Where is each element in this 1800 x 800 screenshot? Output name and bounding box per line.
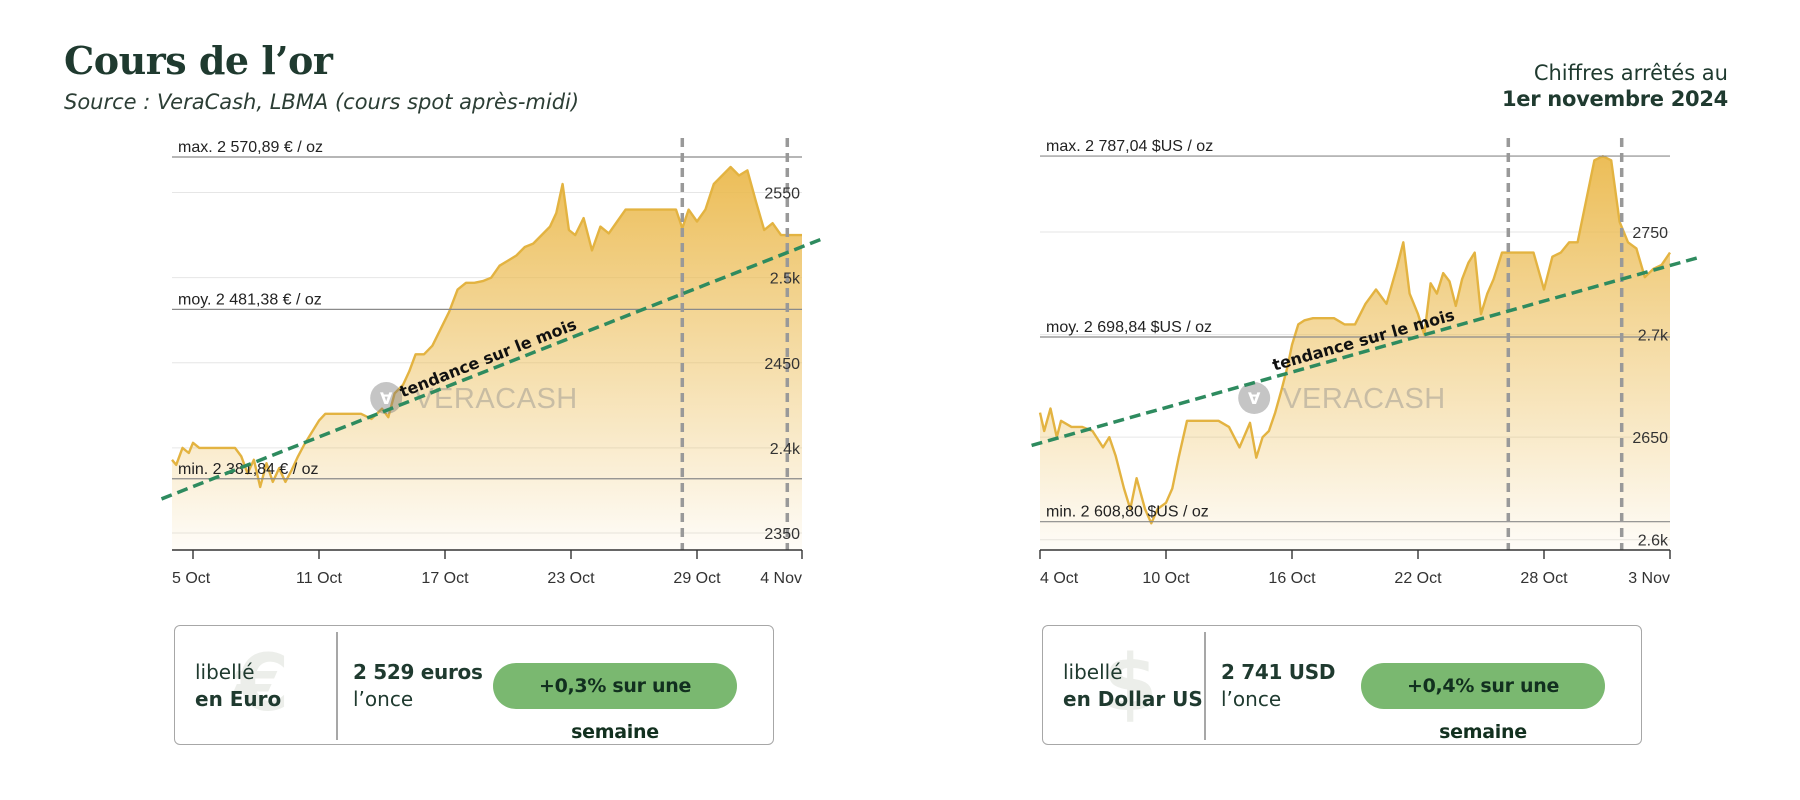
x-tick-label: 28 Oct bbox=[1520, 570, 1568, 587]
y-tick-label: 2.6k bbox=[1638, 533, 1669, 550]
euro-symbol-icon: € bbox=[235, 639, 290, 729]
date-block: Chiffres arrêtés au 1er novembre 2024 bbox=[1502, 60, 1728, 112]
weekly-change-badge: +0,4% sur une semaine bbox=[1361, 663, 1605, 743]
y-tick-label: 2.7k bbox=[1638, 328, 1669, 345]
veracash-logo-icon bbox=[370, 382, 403, 414]
veracash-watermark: ∀ VERACASH bbox=[1238, 382, 1446, 415]
x-tick-label: 23 Oct bbox=[547, 570, 595, 587]
y-tick-label: 2650 bbox=[1632, 430, 1668, 447]
reference-label: moy. 2 481,38 € / oz bbox=[178, 291, 322, 308]
dollar-symbol-icon: $ bbox=[1103, 639, 1158, 729]
y-tick-label: 2550 bbox=[764, 186, 800, 203]
watermark-text: VERACASH bbox=[414, 383, 578, 415]
card-label-line2: en Dollar US bbox=[1063, 687, 1203, 711]
x-tick-label: 4 Nov bbox=[760, 570, 802, 587]
price-area bbox=[1040, 156, 1670, 550]
y-tick-label: 2350 bbox=[764, 526, 800, 543]
card-label-line1: libellé bbox=[195, 660, 255, 684]
x-tick-label: 17 Oct bbox=[421, 570, 469, 587]
price-area bbox=[172, 167, 802, 550]
card-price-block: 2 741 USD l’once bbox=[1221, 659, 1335, 713]
card-price-block: 2 529 euros l’once bbox=[353, 659, 483, 713]
x-tick-label: 11 Oct bbox=[296, 570, 343, 587]
x-tick-label: 3 Nov bbox=[1628, 570, 1670, 587]
card-label: libellé en Euro bbox=[195, 659, 281, 713]
eur-chart: max. 2 570,89 € / oz moy. 2 481,38 € / oz… bbox=[160, 138, 824, 587]
x-tick-label: 16 Oct bbox=[1268, 570, 1316, 587]
reference-label: min. 2 608,80 $US / oz bbox=[1046, 504, 1209, 521]
x-tick-label: 4 Oct bbox=[1040, 570, 1079, 587]
weekly-change-badge: +0,3% sur une semaine bbox=[493, 663, 737, 743]
card-label: libellé en Dollar US bbox=[1063, 659, 1203, 713]
svg-text:∀: ∀ bbox=[1248, 389, 1261, 408]
date-value: 1er novembre 2024 bbox=[1501, 87, 1728, 111]
reference-label: max. 2 570,89 € / oz bbox=[178, 139, 323, 156]
card-unit: l’once bbox=[1221, 687, 1282, 711]
page-title: Cours de l’or bbox=[64, 38, 333, 83]
date-prefix: Chiffres arrêtés au bbox=[1533, 61, 1728, 85]
y-tick-label: 2.5k bbox=[770, 271, 801, 288]
trend-line bbox=[1031, 254, 1702, 448]
reference-label: moy. 2 698,84 $US / oz bbox=[1046, 319, 1212, 336]
card-price: 2 529 euros bbox=[353, 660, 483, 684]
card-divider bbox=[336, 632, 338, 740]
page-subtitle: Source : VeraCash, LBMA (cours spot aprè… bbox=[64, 90, 580, 114]
usd-chart: max. 2 787,04 $US / oz moy. 2 698,84 $US … bbox=[1031, 138, 1702, 587]
card-label-line2: en Euro bbox=[195, 687, 282, 711]
y-tick-label: 2450 bbox=[764, 356, 800, 373]
card-price: 2 741 USD bbox=[1221, 660, 1336, 684]
eur-summary-card: € libellé en Euro 2 529 euros l’once +0,… bbox=[174, 625, 774, 745]
svg-text:∀: ∀ bbox=[380, 389, 393, 408]
x-tick-label: 22 Oct bbox=[1394, 570, 1442, 587]
usd-summary-card: $ libellé en Dollar US 2 741 USD l’once … bbox=[1042, 625, 1642, 745]
x-tick-label: 10 Oct bbox=[1142, 570, 1190, 587]
card-divider bbox=[1204, 632, 1206, 740]
reference-label: min. 2 381,84 € / oz bbox=[178, 461, 319, 478]
y-tick-label: 2750 bbox=[1632, 225, 1668, 242]
price-line bbox=[171, 165, 802, 489]
x-tick-label: 29 Oct bbox=[673, 570, 721, 587]
watermark-text: VERACASH bbox=[1282, 383, 1446, 415]
veracash-logo-icon bbox=[1238, 382, 1271, 414]
card-label-line1: libellé bbox=[1063, 660, 1123, 684]
price-line bbox=[1038, 155, 1671, 525]
y-tick-label: 2.4k bbox=[770, 441, 801, 458]
veracash-watermark: ∀ VERACASH bbox=[370, 382, 578, 415]
card-unit: l’once bbox=[353, 687, 414, 711]
reference-label: max. 2 787,04 $US / oz bbox=[1046, 138, 1213, 155]
x-tick-label: 5 Oct bbox=[172, 570, 211, 587]
